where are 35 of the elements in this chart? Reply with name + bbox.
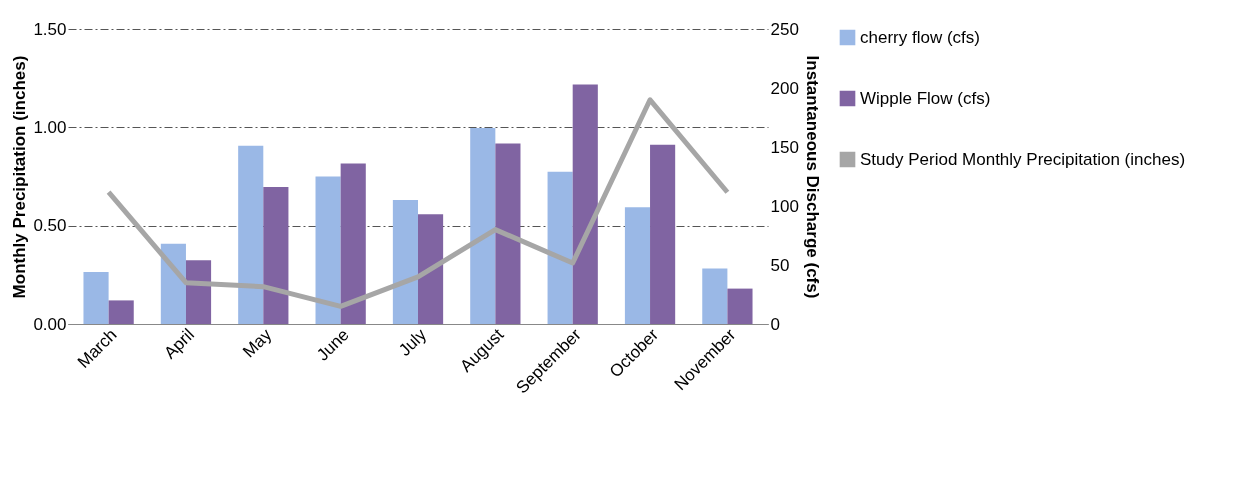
- x-tick-label: July: [395, 324, 431, 360]
- bar: [238, 145, 264, 324]
- bar: [160, 243, 186, 324]
- bar: [572, 84, 598, 324]
- bar: [392, 200, 418, 324]
- legend-label: cherry flow (cfs): [860, 27, 980, 47]
- y2-tick-label: 0: [770, 314, 780, 334]
- bar: [263, 187, 289, 324]
- y-axis-title: Monthly Precipitation (inches): [10, 55, 30, 299]
- bar: [470, 128, 496, 324]
- bar: [340, 163, 366, 324]
- y-tick-label: 1.00: [33, 117, 67, 137]
- bar: [702, 268, 728, 324]
- bar: [185, 260, 212, 324]
- bar: [547, 171, 573, 324]
- y2-tick-label: 100: [770, 196, 799, 216]
- bar: [315, 176, 341, 324]
- bar: [727, 288, 753, 324]
- y-tick-label: 0.50: [33, 216, 67, 236]
- bar: [650, 144, 676, 324]
- y-tick-label: 0.00: [33, 314, 67, 334]
- bar: [624, 207, 651, 324]
- bar: [418, 214, 444, 324]
- y2-tick-label: 250: [770, 19, 799, 39]
- y2-tick-label: 200: [770, 78, 799, 98]
- y-tick-label: 1.50: [33, 19, 67, 39]
- legend-label: Wipple Flow (cfs): [860, 88, 991, 108]
- y2-axis-title: Instantaneous Discharge (cfs): [802, 55, 822, 299]
- bar: [83, 272, 109, 324]
- x-tick-label: May: [239, 324, 276, 362]
- bar: [108, 300, 134, 324]
- y2-tick-label: 150: [770, 137, 799, 157]
- y2-tick-label: 50: [770, 255, 790, 275]
- legend-label: Study Period Monthly Precipitation (inches): [860, 149, 1186, 169]
- bar: [495, 143, 521, 324]
